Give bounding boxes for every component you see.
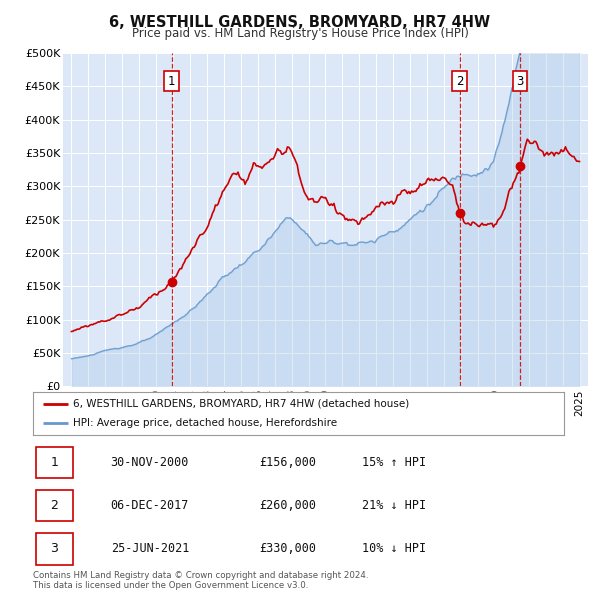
Text: 21% ↓ HPI: 21% ↓ HPI	[362, 499, 426, 512]
Text: 1: 1	[50, 455, 58, 469]
Text: 15% ↑ HPI: 15% ↑ HPI	[362, 455, 426, 469]
Text: £330,000: £330,000	[259, 542, 316, 556]
Text: 1: 1	[168, 75, 175, 88]
Text: 10% ↓ HPI: 10% ↓ HPI	[362, 542, 426, 556]
Text: 30-NOV-2000: 30-NOV-2000	[110, 455, 189, 469]
FancyBboxPatch shape	[35, 490, 73, 521]
Text: £156,000: £156,000	[259, 455, 316, 469]
Text: 2: 2	[456, 75, 463, 88]
Text: £260,000: £260,000	[259, 499, 316, 512]
Text: 6, WESTHILL GARDENS, BROMYARD, HR7 4HW: 6, WESTHILL GARDENS, BROMYARD, HR7 4HW	[109, 15, 491, 30]
Text: Price paid vs. HM Land Registry's House Price Index (HPI): Price paid vs. HM Land Registry's House …	[131, 27, 469, 40]
Text: 3: 3	[50, 542, 58, 556]
Text: HPI: Average price, detached house, Herefordshire: HPI: Average price, detached house, Here…	[73, 418, 337, 428]
FancyBboxPatch shape	[35, 533, 73, 565]
Text: 6, WESTHILL GARDENS, BROMYARD, HR7 4HW (detached house): 6, WESTHILL GARDENS, BROMYARD, HR7 4HW (…	[73, 399, 409, 409]
Text: 3: 3	[517, 75, 524, 88]
FancyBboxPatch shape	[35, 447, 73, 478]
Text: Contains HM Land Registry data © Crown copyright and database right 2024.
This d: Contains HM Land Registry data © Crown c…	[33, 571, 368, 590]
Text: 25-JUN-2021: 25-JUN-2021	[110, 542, 189, 556]
Text: 06-DEC-2017: 06-DEC-2017	[110, 499, 189, 512]
Text: 2: 2	[50, 499, 58, 512]
